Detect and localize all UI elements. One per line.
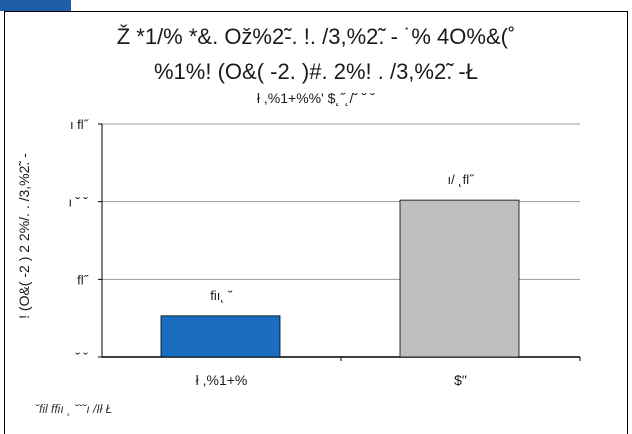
chart-title: Ž *1/% *&. Ož%2̃-. !. /3,%2̃. - ˙% 4O%&(… <box>116 24 516 49</box>
x-tick-label: $" <box>454 372 467 388</box>
bar <box>160 315 281 358</box>
y-tick-label: ˘ ˘ <box>75 350 88 365</box>
bar-value-label: fiı˛ ˘ <box>210 288 232 303</box>
x-tick-label: ł ,%1+% <box>196 372 248 388</box>
bar-value-label: ı/ ˛fl˝ <box>448 172 476 187</box>
chart-footnote: ˘fil ffiı ˛ ˘˘˘ı /Ił Ł <box>35 402 113 416</box>
y-tick-label: ı ˘ ˘ <box>69 195 89 210</box>
chart-frame <box>4 11 628 434</box>
bar <box>399 199 520 358</box>
chart-subtitle-2: ł ,%1+%%' $˛˝˛/˘ ˘ ˘ <box>256 90 376 106</box>
header-tab <box>0 0 71 11</box>
chart-subtitle: %1%! (O&( -2. )#. 2%! . /3,%2̃. -Ł <box>154 59 478 84</box>
y-tick-label: fl˝ <box>77 272 90 287</box>
y-tick-label: ı fl˝ <box>70 117 90 132</box>
